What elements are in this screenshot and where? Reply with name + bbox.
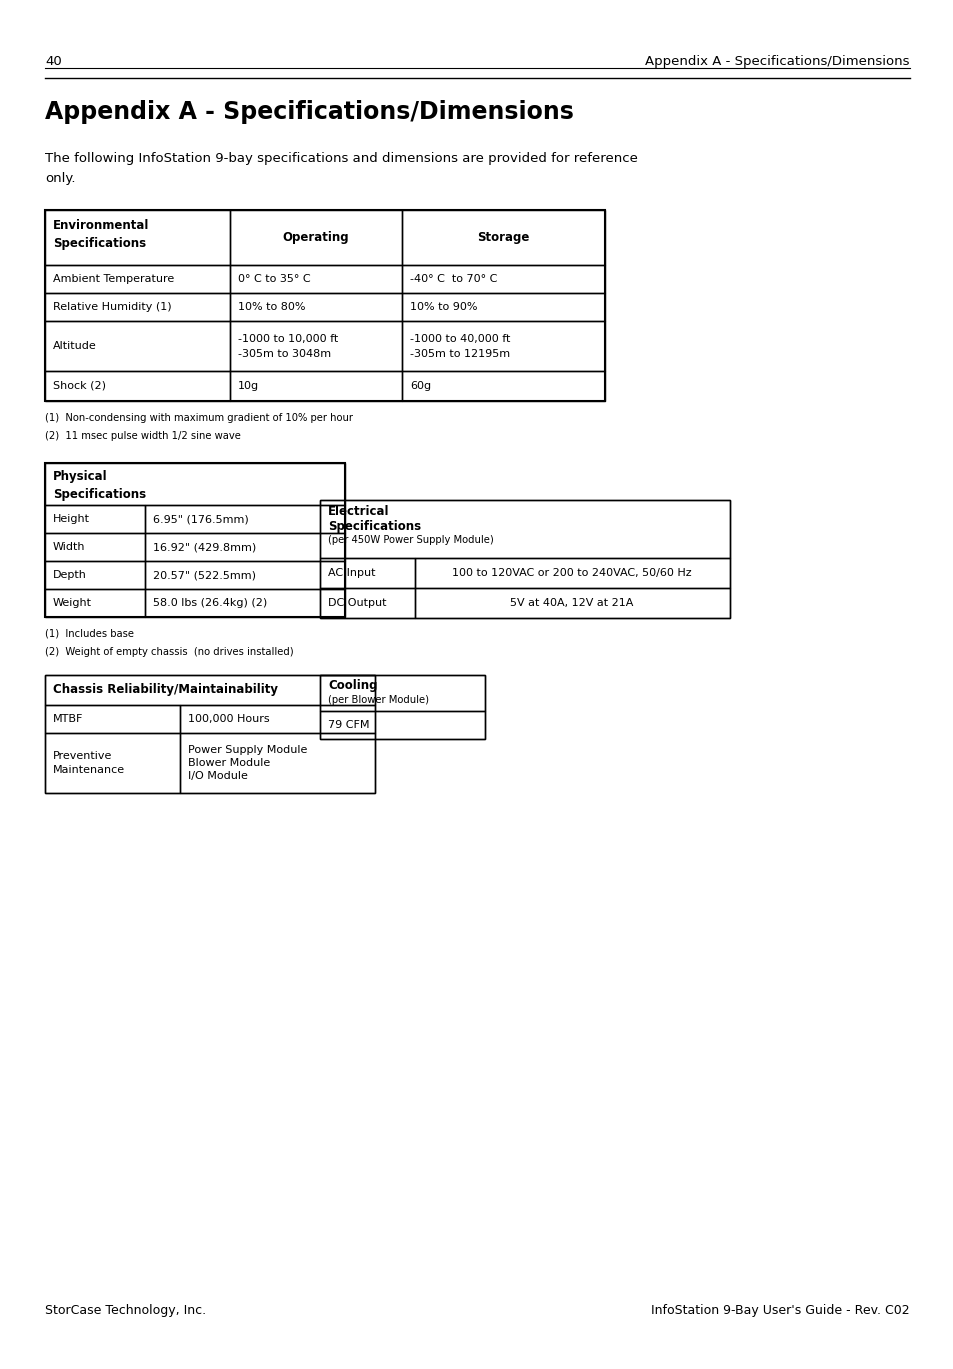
Bar — [45, 705, 180, 732]
Text: -305m to 12195m: -305m to 12195m — [410, 349, 510, 359]
Bar — [145, 533, 345, 561]
Bar — [45, 463, 345, 505]
Text: Width: Width — [53, 542, 86, 552]
Text: 60g: 60g — [410, 381, 431, 392]
Text: 10g: 10g — [237, 381, 259, 392]
Text: StorCase Technology, Inc.: StorCase Technology, Inc. — [45, 1305, 206, 1317]
Bar — [319, 500, 729, 617]
Text: AC Input: AC Input — [328, 568, 375, 578]
Bar — [45, 463, 345, 617]
Text: DC Output: DC Output — [328, 598, 386, 608]
Bar — [45, 561, 145, 589]
Text: -1000 to 10,000 ft: -1000 to 10,000 ft — [237, 334, 338, 344]
Text: Specifications: Specifications — [328, 520, 420, 533]
Text: -1000 to 40,000 ft: -1000 to 40,000 ft — [410, 334, 510, 344]
Text: 10% to 90%: 10% to 90% — [410, 303, 477, 312]
Text: -40° C  to 70° C: -40° C to 70° C — [410, 274, 497, 283]
Bar — [401, 371, 604, 401]
Bar — [45, 505, 145, 533]
Text: 16.92" (429.8mm): 16.92" (429.8mm) — [152, 542, 256, 552]
Bar — [145, 505, 345, 533]
Bar — [319, 675, 484, 711]
Bar — [45, 675, 375, 705]
Text: (1)  Non-condensing with maximum gradient of 10% per hour: (1) Non-condensing with maximum gradient… — [45, 413, 353, 423]
Text: 6.95" (176.5mm): 6.95" (176.5mm) — [152, 513, 249, 524]
Text: Appendix A - Specifications/Dimensions: Appendix A - Specifications/Dimensions — [645, 55, 909, 68]
Text: 58.0 lbs (26.4kg) (2): 58.0 lbs (26.4kg) (2) — [152, 598, 267, 608]
Text: (2)  11 msec pulse width 1/2 sine wave: (2) 11 msec pulse width 1/2 sine wave — [45, 431, 240, 441]
Text: Altitude: Altitude — [53, 341, 96, 350]
Bar — [401, 293, 604, 320]
Bar — [230, 293, 401, 320]
Bar — [180, 705, 375, 732]
Text: Ambient Temperature: Ambient Temperature — [53, 274, 174, 283]
Text: 100,000 Hours: 100,000 Hours — [188, 715, 270, 724]
Text: 79 CFM: 79 CFM — [328, 720, 369, 730]
Text: Relative Humidity (1): Relative Humidity (1) — [53, 303, 172, 312]
Text: (2)  Weight of empty chassis  (no drives installed): (2) Weight of empty chassis (no drives i… — [45, 648, 294, 657]
Text: (per Blower Module): (per Blower Module) — [328, 695, 429, 705]
Bar — [319, 500, 729, 559]
Bar — [45, 533, 145, 561]
Bar — [145, 561, 345, 589]
Text: Chassis Reliability/Maintainability: Chassis Reliability/Maintainability — [53, 683, 277, 697]
Text: 0° C to 35° C: 0° C to 35° C — [237, 274, 311, 283]
Text: -305m to 3048m: -305m to 3048m — [237, 349, 331, 359]
Bar — [45, 209, 230, 266]
Bar — [319, 589, 415, 617]
Text: 10% to 80%: 10% to 80% — [237, 303, 305, 312]
Text: Shock (2): Shock (2) — [53, 381, 106, 392]
Bar — [415, 559, 729, 589]
Bar — [401, 320, 604, 371]
Bar — [45, 732, 180, 793]
Text: (1)  Includes base: (1) Includes base — [45, 628, 133, 639]
Text: InfoStation 9-Bay User's Guide - Rev. C02: InfoStation 9-Bay User's Guide - Rev. C0… — [651, 1305, 909, 1317]
Bar — [45, 293, 230, 320]
Text: Storage: Storage — [476, 230, 529, 244]
Text: Power Supply Module
Blower Module
I/O Module: Power Supply Module Blower Module I/O Mo… — [188, 745, 307, 782]
Text: Environmental
Specifications: Environmental Specifications — [53, 219, 150, 251]
Text: 5V at 40A, 12V at 21A: 5V at 40A, 12V at 21A — [510, 598, 633, 608]
Bar — [230, 209, 401, 266]
Bar — [401, 209, 604, 266]
Bar — [401, 266, 604, 293]
Bar — [45, 320, 230, 371]
Bar — [319, 711, 484, 739]
Text: Cooling: Cooling — [328, 679, 377, 691]
Text: 100 to 120VAC or 200 to 240VAC, 50/60 Hz: 100 to 120VAC or 200 to 240VAC, 50/60 Hz — [452, 568, 691, 578]
Bar — [319, 675, 484, 739]
Bar — [230, 371, 401, 401]
Bar — [415, 589, 729, 617]
Bar — [45, 589, 145, 617]
Text: (per 450W Power Supply Module): (per 450W Power Supply Module) — [328, 535, 494, 545]
Bar — [45, 209, 604, 401]
Text: Height: Height — [53, 513, 90, 524]
Bar — [180, 732, 375, 793]
Text: Weight: Weight — [53, 598, 91, 608]
Bar — [230, 266, 401, 293]
Text: MTBF: MTBF — [53, 715, 83, 724]
Text: only.: only. — [45, 172, 75, 185]
Bar — [145, 589, 345, 617]
Bar — [45, 266, 230, 293]
Text: The following InfoStation 9-bay specifications and dimensions are provided for r: The following InfoStation 9-bay specific… — [45, 152, 638, 166]
Text: Depth: Depth — [53, 570, 87, 580]
Text: 40: 40 — [45, 55, 62, 68]
Text: 20.57" (522.5mm): 20.57" (522.5mm) — [152, 570, 255, 580]
Text: Appendix A - Specifications/Dimensions: Appendix A - Specifications/Dimensions — [45, 100, 574, 125]
Text: Physical
Specifications: Physical Specifications — [53, 470, 146, 501]
Text: Electrical: Electrical — [328, 505, 389, 517]
Text: Preventive
Maintenance: Preventive Maintenance — [53, 752, 125, 775]
Text: Operating: Operating — [282, 230, 349, 244]
Bar — [45, 675, 375, 793]
Bar — [319, 559, 415, 589]
Bar — [45, 371, 230, 401]
Bar — [230, 320, 401, 371]
